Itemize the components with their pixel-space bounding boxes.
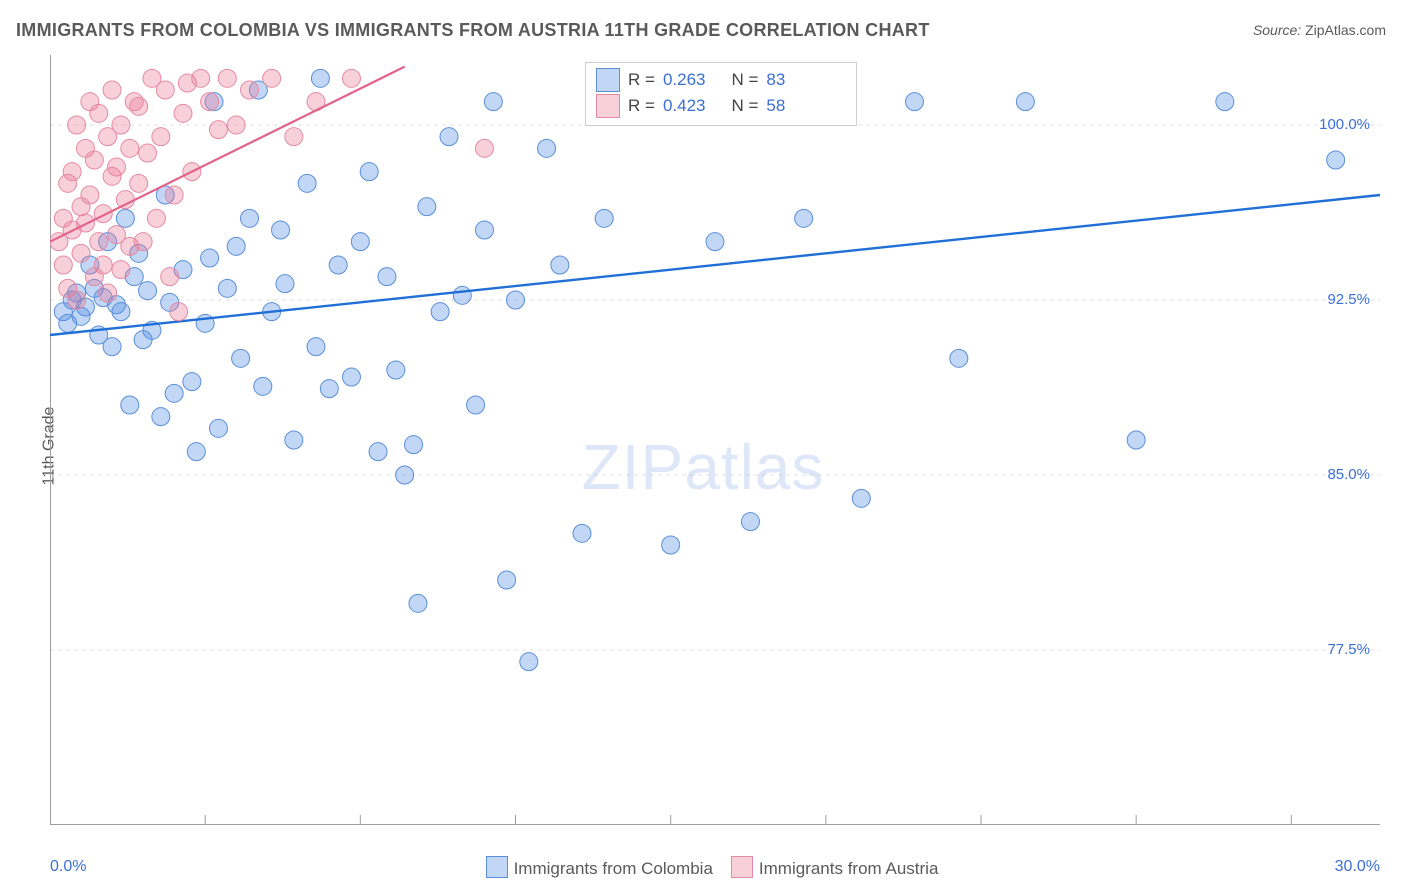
- legend-swatch: [486, 856, 508, 878]
- scatter-plot-svg: [50, 55, 1380, 825]
- r-value: 0.263: [663, 67, 706, 93]
- plot-area: [50, 55, 1380, 825]
- n-label: N =: [731, 93, 758, 119]
- r-value: 0.423: [663, 93, 706, 119]
- n-value: 58: [766, 93, 785, 119]
- legend-swatch: [596, 94, 620, 118]
- source-credit: Source: ZipAtlas.com: [1253, 22, 1386, 38]
- y-tick-label: 77.5%: [1310, 641, 1370, 658]
- chart-title: IMMIGRANTS FROM COLOMBIA VS IMMIGRANTS F…: [16, 20, 930, 41]
- y-tick-label: 92.5%: [1310, 291, 1370, 308]
- n-value: 83: [766, 67, 785, 93]
- correlation-legend: R = 0.263 N = 83 R = 0.423 N = 58: [585, 62, 857, 126]
- y-tick-label: 100.0%: [1310, 116, 1370, 133]
- r-label: R =: [628, 93, 655, 119]
- n-label: N =: [731, 67, 758, 93]
- legend-label: Immigrants from Austria: [759, 859, 939, 878]
- source-value: ZipAtlas.com: [1305, 22, 1386, 38]
- corr-legend-row: R = 0.263 N = 83: [596, 67, 846, 93]
- legend-label: Immigrants from Colombia: [514, 859, 713, 878]
- r-label: R =: [628, 67, 655, 93]
- legend-swatch: [596, 68, 620, 92]
- bottom-legend: Immigrants from Colombia Immigrants from …: [0, 856, 1406, 879]
- corr-legend-row: R = 0.423 N = 58: [596, 93, 846, 119]
- source-label: Source:: [1253, 22, 1301, 38]
- legend-swatch: [731, 856, 753, 878]
- y-tick-label: 85.0%: [1310, 466, 1370, 483]
